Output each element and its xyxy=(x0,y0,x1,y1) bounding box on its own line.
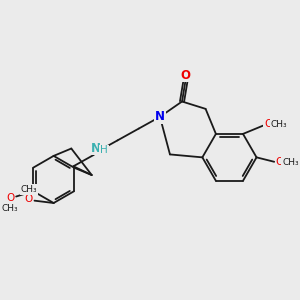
Text: CH₃: CH₃ xyxy=(282,158,299,167)
Text: O: O xyxy=(264,119,272,130)
Text: N: N xyxy=(155,110,165,123)
Text: CH₃: CH₃ xyxy=(2,204,19,213)
Text: CH₃: CH₃ xyxy=(271,120,287,129)
Text: CH₃: CH₃ xyxy=(20,185,37,194)
Text: O: O xyxy=(6,193,14,203)
Text: O: O xyxy=(275,158,284,167)
Text: O: O xyxy=(181,68,190,82)
Text: H: H xyxy=(100,146,108,155)
Text: O: O xyxy=(25,194,33,204)
Text: N: N xyxy=(91,142,100,154)
